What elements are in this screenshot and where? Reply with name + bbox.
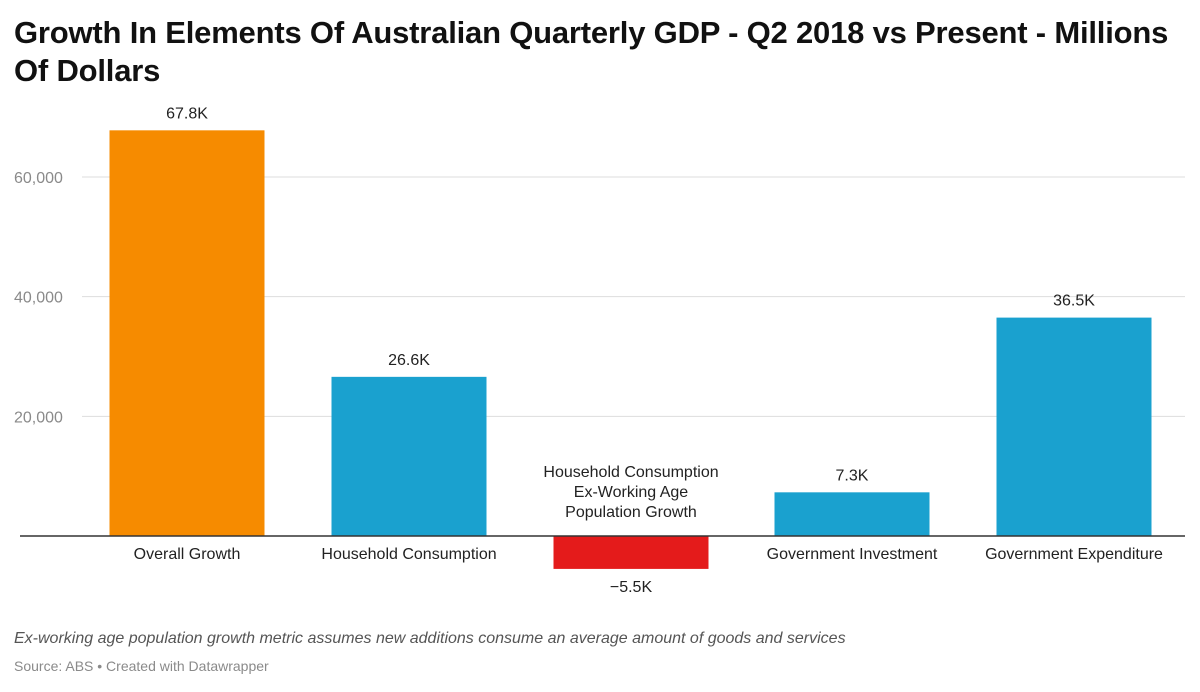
- value-label: 36.5K: [1053, 293, 1095, 310]
- bar: [331, 376, 487, 536]
- value-label: −5.5K: [610, 579, 653, 596]
- chart-source: Source: ABS • Created with Datawrapper: [14, 658, 269, 674]
- value-label: 26.6K: [388, 352, 430, 369]
- value-label: 7.3K: [836, 467, 869, 484]
- bar: [996, 317, 1152, 536]
- y-tick-label: 60,000: [14, 170, 63, 187]
- category-label-line: Ex-Working Age: [574, 484, 689, 501]
- category-label: Overall Growth: [134, 546, 241, 563]
- category-label-line: Household Consumption: [543, 464, 718, 481]
- category-label: Government Investment: [767, 546, 938, 563]
- bars: [109, 130, 1152, 569]
- y-tick-label: 20,000: [14, 409, 63, 426]
- value-label: 67.8K: [166, 105, 208, 122]
- y-tick-label: 40,000: [14, 290, 63, 307]
- category-label-line: Population Growth: [565, 504, 697, 521]
- bar: [553, 536, 709, 569]
- category-label: Government Expenditure: [985, 546, 1163, 563]
- bar: [109, 130, 265, 536]
- chart-title: Growth In Elements Of Australian Quarter…: [14, 15, 1169, 88]
- bar: [774, 492, 930, 536]
- category-label: Household Consumption Ex-Working Age Popul…: [543, 464, 718, 521]
- labels: 20,000 40,000 60,000 67.8K Overall Growth 26.…: [14, 105, 1163, 596]
- chart-notes: Ex-working age population growth metric …: [14, 630, 846, 647]
- category-label: Household Consumption: [321, 546, 496, 563]
